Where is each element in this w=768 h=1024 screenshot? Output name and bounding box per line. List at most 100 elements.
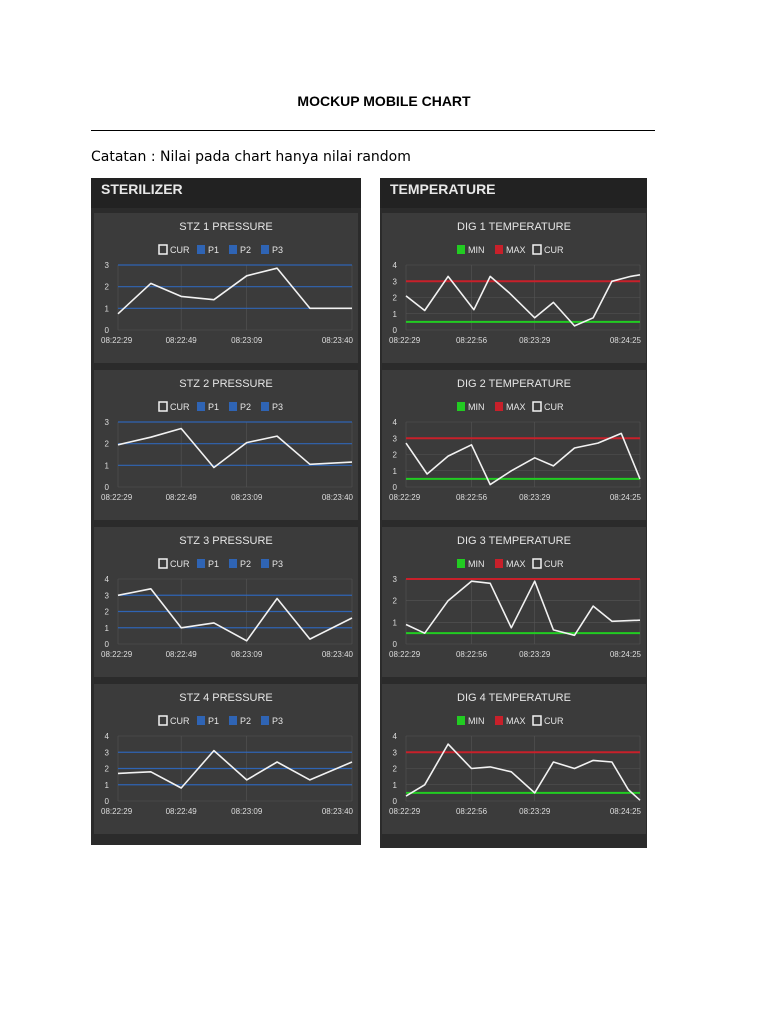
y-tick-label: 3 (105, 261, 110, 270)
chart-title: DIG 2 TEMPERATURE (457, 378, 571, 390)
y-tick-label: 2 (105, 440, 110, 449)
chart-stz-2-pressure: STZ 2 PRESSURE CUR P1 P2 P3 0 1 2 3 08:22:29 08:22… (101, 378, 354, 502)
chart-title: DIG 3 TEMPERATURE (457, 535, 571, 547)
series-line-cur (117, 427, 353, 469)
chart-card-dig-1: DIG 1 TEMPERATURE MIN MAX CUR 0 1 2 3 4 08:22:29 0… (382, 213, 646, 363)
y-tick-label: 2 (393, 451, 398, 460)
y-tick-label: 0 (105, 326, 110, 335)
x-tick-label: 08:24:25 (610, 650, 642, 659)
chart-title: STZ 1 PRESSURE (179, 221, 273, 233)
legend-swatch-p3 (261, 559, 269, 568)
legend-swatch-max (495, 559, 503, 568)
chart-stz-1-pressure: STZ 1 PRESSURE CUR P1 P2 P3 0 1 2 3 08:22:29 08:22… (101, 221, 354, 345)
chart-card-dig-3: DIG 3 TEMPERATURE MIN MAX CUR 0 1 2 3 08:22:29 08… (382, 527, 646, 677)
y-tick-label: 4 (105, 575, 110, 584)
legend-swatch-min (457, 402, 465, 411)
y-tick-label: 0 (105, 797, 110, 806)
x-tick-label: 08:22:29 (389, 493, 421, 502)
y-tick-label: 0 (393, 797, 398, 806)
legend-swatch-min (457, 245, 465, 254)
chart-stz-3-pressure: STZ 3 PRESSURE CUR P1 P2 P3 0 1 2 3 4 08:22:29 08:2… (101, 535, 354, 659)
x-tick-label: 08:24:25 (610, 807, 642, 816)
x-tick-label: 08:22:56 (456, 493, 488, 502)
y-tick-label: 1 (393, 618, 398, 627)
series-line-cur (117, 267, 352, 315)
legend-label-p1: P1 (208, 559, 219, 569)
series-line-cur (117, 749, 353, 789)
x-tick-label: 08:23:09 (231, 336, 263, 345)
legend-swatch-cur (158, 715, 168, 726)
legend-swatch-cur (158, 401, 168, 412)
chart-title: DIG 4 TEMPERATURE (457, 692, 571, 704)
legend-label-cur: CUR (544, 245, 564, 255)
legend-swatch-min (457, 559, 465, 568)
legend-label-p2: P2 (240, 245, 251, 255)
legend-label-max: MAX (506, 402, 526, 412)
panel-title-temperature: TEMPERATURE (380, 178, 647, 208)
y-tick-label: 0 (393, 326, 398, 335)
legend-swatch-p3 (261, 402, 269, 411)
y-tick-label: 2 (105, 283, 110, 292)
x-tick-label: 08:22:29 (101, 650, 133, 659)
series-line-cur (405, 580, 641, 637)
legend-swatch-cur (158, 244, 168, 255)
legend-swatch-cur (532, 558, 542, 569)
y-tick-label: 1 (105, 781, 110, 790)
series-line-cur (117, 587, 353, 642)
chart-dig-1-temperature: DIG 1 TEMPERATURE MIN MAX CUR 0 1 2 3 4 08:22:29 0… (389, 221, 642, 345)
legend-swatch-p2 (229, 716, 237, 725)
x-tick-label: 08:22:56 (456, 650, 488, 659)
x-tick-label: 08:22:29 (389, 807, 421, 816)
chart-title: DIG 1 TEMPERATURE (457, 221, 571, 233)
chart-card-stz-2: STZ 2 PRESSURE CUR P1 P2 P3 0 1 2 3 08:22:29 08:22… (94, 370, 358, 520)
y-tick-label: 4 (393, 732, 398, 741)
y-tick-label: 3 (105, 591, 110, 600)
x-tick-label: 08:23:40 (322, 650, 354, 659)
chart-title: STZ 2 PRESSURE (179, 378, 273, 390)
document-note: Catatan : Nilai pada chart hanya nilai r… (91, 149, 411, 165)
legend-label-p2: P2 (240, 716, 251, 726)
x-tick-label: 08:22:29 (389, 336, 421, 345)
y-tick-label: 2 (393, 765, 398, 774)
legend-label-p1: P1 (208, 402, 219, 412)
y-tick-label: 2 (105, 608, 110, 617)
legend-label-p3: P3 (272, 402, 283, 412)
legend-label-max: MAX (506, 716, 526, 726)
legend-swatch-p2 (229, 559, 237, 568)
x-tick-label: 08:22:29 (101, 807, 133, 816)
x-tick-label: 08:22:29 (101, 493, 133, 502)
sterilizer-panel: STERILIZER STZ 1 PRESSURE CUR P1 P2 P3 0 1 2 3 08… (91, 178, 361, 845)
x-tick-label: 08:22:49 (166, 336, 198, 345)
document-title: MOCKUP MOBILE CHART (297, 93, 471, 109)
y-tick-label: 2 (105, 765, 110, 774)
y-tick-label: 4 (105, 732, 110, 741)
chart-dig-4-temperature: DIG 4 TEMPERATURE MIN MAX CUR 0 1 2 3 4 08:22:29 0… (389, 692, 642, 816)
legend-label-cur: CUR (544, 559, 564, 569)
legend-swatch-max (495, 245, 503, 254)
y-tick-label: 4 (393, 261, 398, 270)
y-tick-label: 3 (105, 748, 110, 757)
legend-swatch-cur (532, 715, 542, 726)
legend-swatch-p1 (197, 245, 205, 254)
legend-label-min: MIN (468, 245, 485, 255)
chart-card-dig-4: DIG 4 TEMPERATURE MIN MAX CUR 0 1 2 3 4 08:22:29 0… (382, 684, 646, 834)
y-tick-label: 0 (393, 640, 398, 649)
legend-swatch-p3 (261, 245, 269, 254)
x-tick-label: 08:22:29 (101, 336, 133, 345)
legend-label-p3: P3 (272, 245, 283, 255)
legend-label-p2: P2 (240, 559, 251, 569)
x-tick-label: 08:24:25 (610, 493, 642, 502)
legend-swatch-p1 (197, 559, 205, 568)
x-tick-label: 08:22:29 (389, 650, 421, 659)
legend-label-cur: CUR (170, 716, 190, 726)
x-tick-label: 08:22:49 (166, 650, 198, 659)
y-tick-label: 3 (105, 418, 110, 427)
x-tick-label: 08:23:40 (322, 336, 354, 345)
y-tick-label: 1 (393, 310, 398, 319)
x-tick-label: 08:22:49 (166, 493, 198, 502)
legend-label-max: MAX (506, 559, 526, 569)
chart-title: STZ 4 PRESSURE (179, 692, 273, 704)
x-tick-label: 08:23:29 (519, 650, 551, 659)
y-tick-label: 1 (105, 624, 110, 633)
legend-label-cur: CUR (170, 402, 190, 412)
